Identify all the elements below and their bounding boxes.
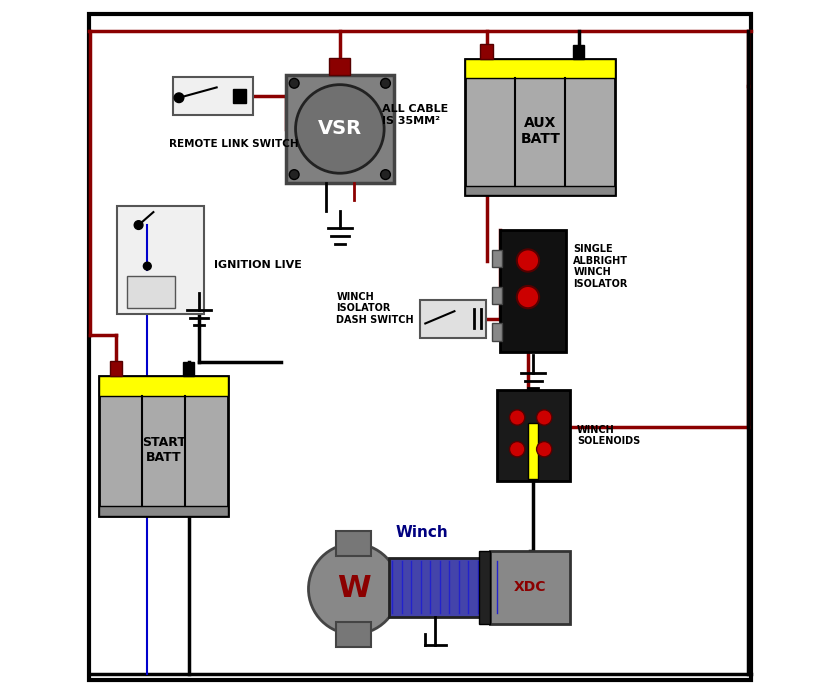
Bar [172, 77, 253, 115]
Bar [491, 323, 502, 341]
Bar [465, 59, 615, 195]
Circle shape [537, 410, 552, 425]
Bar [128, 276, 176, 308]
Circle shape [174, 93, 184, 102]
Text: VSR: VSR [318, 119, 362, 139]
Bar [491, 250, 502, 268]
Circle shape [381, 79, 391, 89]
Bar [117, 206, 204, 314]
Circle shape [289, 79, 299, 89]
Bar [480, 44, 493, 59]
Bar [99, 376, 228, 516]
Circle shape [308, 544, 399, 634]
Bar [99, 506, 228, 516]
Text: REMOTE LINK SWITCH: REMOTE LINK SWITCH [169, 139, 299, 149]
Bar [286, 75, 394, 183]
Circle shape [134, 221, 143, 229]
Text: START
BATT: START BATT [142, 436, 186, 464]
Bar [233, 89, 245, 102]
Bar [490, 551, 570, 624]
Bar [465, 185, 615, 195]
Text: WINCH
ISOLATOR
DASH SWITCH: WINCH ISOLATOR DASH SWITCH [336, 292, 414, 325]
Circle shape [537, 442, 552, 457]
Circle shape [289, 170, 299, 180]
Bar [465, 59, 615, 78]
Bar [480, 551, 490, 624]
Circle shape [510, 410, 525, 425]
Bar [496, 390, 570, 481]
Bar [183, 362, 194, 376]
Text: XDC: XDC [513, 580, 546, 595]
Circle shape [381, 170, 391, 180]
Circle shape [296, 84, 384, 174]
Bar [99, 376, 228, 396]
Bar [336, 622, 371, 647]
Text: W: W [337, 574, 370, 604]
Circle shape [517, 286, 539, 308]
Bar [528, 423, 538, 479]
Bar [336, 531, 371, 556]
Bar [491, 286, 502, 304]
Bar [500, 230, 566, 352]
Circle shape [144, 262, 151, 270]
Text: Winch: Winch [396, 525, 449, 540]
Bar [573, 45, 585, 59]
Circle shape [517, 250, 539, 272]
Bar [389, 558, 500, 617]
Bar [420, 300, 486, 338]
Text: WINCH
SOLENOIDS: WINCH SOLENOIDS [577, 425, 640, 446]
Text: AUX
BATT: AUX BATT [520, 116, 560, 146]
Bar [110, 361, 123, 376]
Bar [329, 58, 350, 75]
Circle shape [510, 442, 525, 457]
Text: IGNITION LIVE: IGNITION LIVE [214, 260, 302, 270]
Text: SINGLE
ALBRIGHT
WINCH
ISOLATOR: SINGLE ALBRIGHT WINCH ISOLATOR [574, 244, 628, 289]
Text: ALL CABLE
IS 35MM²: ALL CABLE IS 35MM² [381, 105, 448, 125]
